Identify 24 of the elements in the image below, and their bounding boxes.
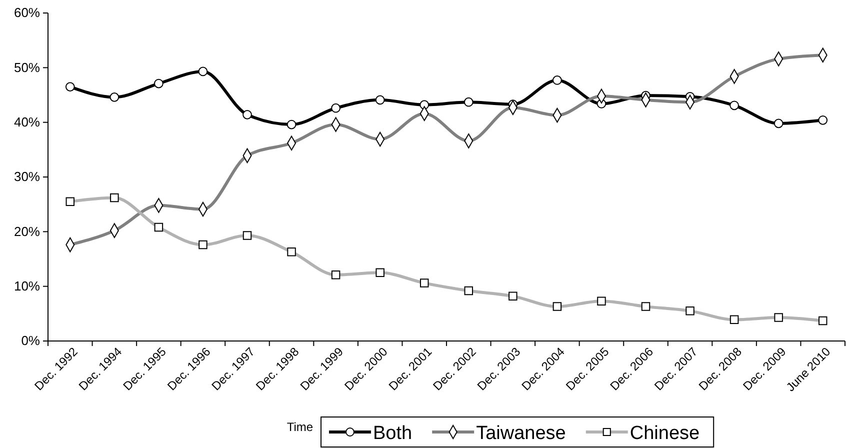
point bbox=[552, 76, 562, 85]
point bbox=[464, 97, 474, 107]
y-tick-label: 50% bbox=[14, 60, 40, 75]
point bbox=[110, 92, 120, 102]
point bbox=[818, 115, 828, 125]
x-axis-title: Time bbox=[286, 420, 314, 434]
y-tick-label: 0% bbox=[21, 333, 40, 348]
y-tick-label: 60% bbox=[14, 5, 40, 20]
point bbox=[65, 82, 75, 92]
point bbox=[774, 118, 784, 128]
legend-label: Both bbox=[373, 423, 412, 444]
point bbox=[242, 110, 252, 120]
point bbox=[286, 120, 296, 130]
point bbox=[154, 78, 164, 88]
legend-label: Taiwanese bbox=[476, 423, 566, 444]
y-tick-label: 10% bbox=[14, 278, 40, 294]
point bbox=[730, 100, 739, 110]
point bbox=[198, 66, 208, 76]
legend-label: Chinese bbox=[630, 423, 700, 444]
y-tick-label: 30% bbox=[14, 169, 40, 184]
y-tick-label: 40% bbox=[14, 114, 40, 130]
y-tick-label: 20% bbox=[14, 224, 40, 239]
point bbox=[331, 103, 340, 113]
point bbox=[375, 95, 385, 105]
